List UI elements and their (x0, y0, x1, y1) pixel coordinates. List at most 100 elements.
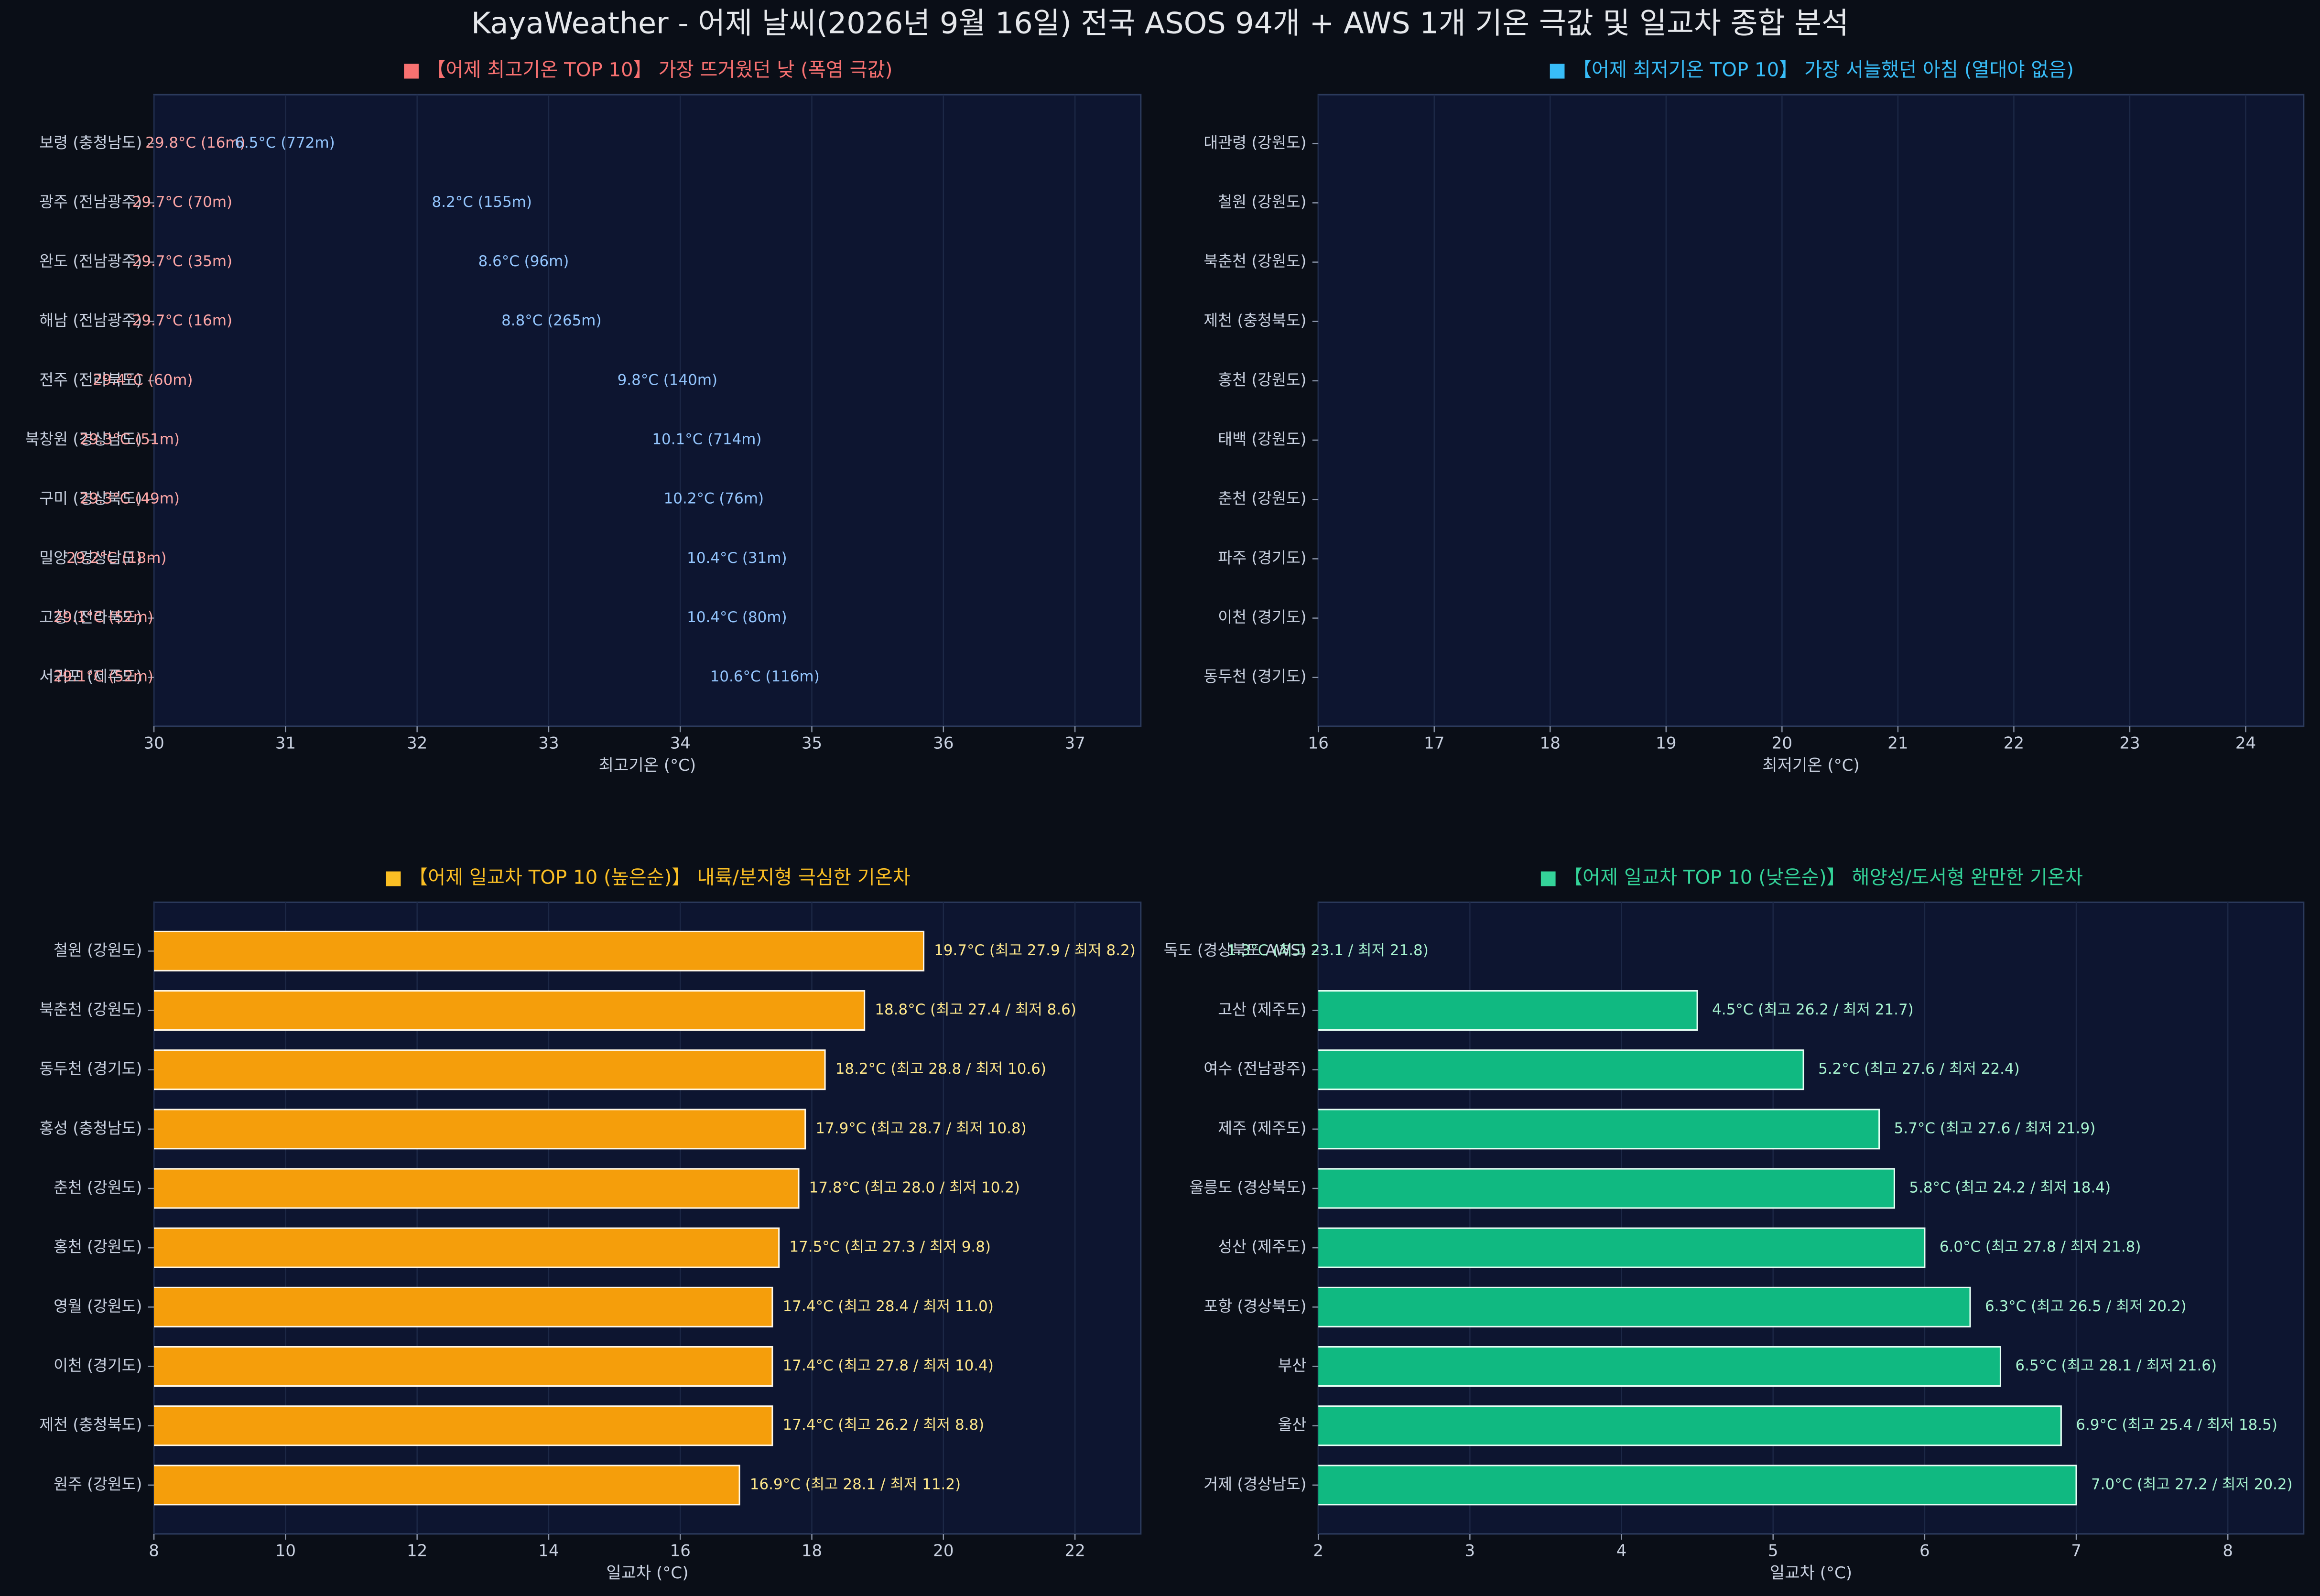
y-tick-label: 보령 (충청남도) (39, 133, 142, 151)
value-label: 6.0°C (최고 27.8 / 최저 21.8) (1940, 1239, 2141, 1256)
y-tick-label: 고산 (제주도) (1218, 1001, 1306, 1019)
x-tick-label: 6 (1919, 1542, 1930, 1561)
y-tick-label: 철원 (강원도) (1218, 193, 1306, 211)
value-label: 10.2°C (76m) (664, 490, 764, 507)
x-tick-label: 35 (802, 734, 822, 753)
value-label: 29.7°C (16m) (132, 312, 232, 329)
x-tick-label: 34 (670, 734, 691, 753)
y-tick-label: 북춘천 (강원도) (1203, 252, 1306, 270)
bar (1318, 1405, 2062, 1446)
value-label: 17.4°C (최고 27.8 / 최저 10.4) (783, 1357, 994, 1374)
value-label: 8.2°C (155m) (432, 194, 532, 211)
value-label: 8.8°C (265m) (501, 312, 601, 329)
x-axis-label: 최고기온 (°C) (599, 756, 696, 775)
x-tick-label: 8 (2222, 1542, 2233, 1561)
value-label: 10.4°C (31m) (687, 550, 787, 567)
y-tick-label: 동두천 (경기도) (1203, 668, 1306, 686)
bar (1318, 1109, 1880, 1150)
bar (154, 1346, 773, 1387)
x-tick-label: 18 (1540, 734, 1561, 753)
y-tick-label: 거제 (경상남도) (1203, 1475, 1306, 1493)
y-tick-label: 춘천 (강원도) (54, 1178, 142, 1197)
value-label: 7.0°C (최고 27.2 / 최저 20.2) (2091, 1476, 2293, 1493)
bar (1318, 990, 1698, 1031)
y-tick-label: 춘천 (강원도) (1218, 489, 1306, 507)
value-label: 18.8°C (최고 27.4 / 최저 8.6) (875, 1001, 1076, 1018)
x-tick-label: 36 (933, 734, 954, 753)
y-tick-label: 울릉도 (경상북도) (1189, 1178, 1306, 1197)
bars (154, 930, 925, 1506)
y-tick-label: 성산 (제주도) (1218, 1238, 1306, 1256)
x-tick-label: 19 (1656, 734, 1676, 753)
value-label: 6.5°C (772m) (235, 134, 335, 151)
subplot-title: ■ 【어제 최저기온 TOP 10】 가장 서늘했던 아침 (열대야 없음) (1548, 59, 2074, 81)
y-tick-label: 영월 (강원도) (54, 1297, 142, 1315)
value-label: 29.7°C (70m) (132, 194, 232, 211)
value-label: 29.3°C (49m) (80, 490, 180, 507)
value-label: 17.4°C (최고 28.4 / 최저 11.0) (783, 1298, 994, 1315)
value-label: 29.1°C (52m) (53, 609, 153, 626)
value-label: 10.4°C (80m) (687, 609, 787, 626)
y-tick-label: 전주 (전라북도) (39, 371, 142, 389)
bar (1318, 1346, 2002, 1387)
x-tick-label: 16 (1308, 734, 1329, 753)
subplot-title: ■ 【어제 최고기온 TOP 10】 가장 뜨거웠던 낮 (폭염 극값) (402, 59, 892, 81)
x-axis-label: 최저기온 (°C) (1762, 756, 1859, 775)
value-label: 6.5°C (최고 28.1 / 최저 21.6) (2015, 1357, 2217, 1374)
subplot-title: ■ 【어제 일교차 TOP 10 (높은순)】 내륙/분지형 극심한 기온차 (384, 867, 911, 889)
x-axis-label: 일교차 (°C) (606, 1564, 688, 1583)
bar (1318, 1168, 1895, 1209)
y-tick-label: 이천 (경기도) (54, 1357, 142, 1375)
value-label: 6.3°C (최고 26.5 / 최저 20.2) (1985, 1298, 2187, 1315)
value-label: 29.7°C (35m) (132, 253, 232, 270)
x-tick-label: 23 (2119, 734, 2140, 753)
y-tick-label: 철원 (강원도) (54, 941, 142, 959)
value-label: 6.9°C (최고 25.4 / 최저 18.5) (2076, 1416, 2277, 1434)
y-tick-label: 고창 (전라북도) (39, 608, 142, 626)
x-tick-label: 7 (2071, 1542, 2081, 1561)
x-tick-label: 4 (1616, 1542, 1627, 1561)
y-tick-label: 서귀포 (제주도) (39, 668, 142, 686)
bar (1318, 1227, 1926, 1268)
value-label: 16.9°C (최고 28.1 / 최저 11.2) (750, 1476, 961, 1493)
x-tick-label: 3 (1465, 1542, 1475, 1561)
y-tick-label: 여수 (전남광주) (1203, 1060, 1306, 1078)
y-tick-label: 제천 (충청북도) (1203, 312, 1306, 330)
x-axis-label: 일교차 (°C) (1770, 1564, 1852, 1583)
value-label: 8.6°C (96m) (478, 253, 569, 270)
bars (1318, 990, 2077, 1506)
value-label: 29.2°C (18m) (66, 550, 166, 567)
bar (154, 1227, 780, 1268)
y-tick-label: 제주 (제주도) (1218, 1119, 1306, 1137)
x-tick-label: 8 (149, 1542, 159, 1561)
y-tick-label: 북춘천 (강원도) (39, 1001, 142, 1019)
subplot-title: ■ 【어제 일교차 TOP 10 (낮은순)】 해양성/도서형 완만한 기온차 (1539, 867, 2083, 889)
x-tick-label: 37 (1064, 734, 1085, 753)
value-label: 5.2°C (최고 27.6 / 최저 22.4) (1818, 1060, 2020, 1078)
x-tick-label: 22 (2004, 734, 2024, 753)
x-tick-label: 20 (933, 1542, 954, 1561)
value-label: 18.2°C (최고 28.8 / 최저 10.6) (835, 1060, 1046, 1078)
value-label: 1.3°C (최고 23.1 / 최저 21.8) (1227, 942, 1429, 959)
value-label: 10.1°C (714m) (652, 431, 761, 448)
x-tick-label: 31 (275, 734, 296, 753)
y-tick-label: 대관령 (강원도) (1203, 133, 1306, 151)
x-tick-label: 17 (1424, 734, 1444, 753)
y-tick-label: 홍성 (충청남도) (39, 1119, 142, 1137)
plot-area (153, 94, 1142, 727)
x-tick-label: 33 (538, 734, 559, 753)
y-tick-label: 북창원 (경상남도) (25, 430, 142, 448)
y-tick-label: 광주 (전남광주) (39, 193, 142, 211)
x-tick-label: 10 (275, 1542, 296, 1561)
value-label: 4.5°C (최고 26.2 / 최저 21.7) (1712, 1001, 1914, 1018)
value-label: 29.4°C (60m) (93, 371, 193, 388)
bar (154, 1465, 740, 1506)
bar (154, 990, 866, 1031)
y-tick-label: 동두천 (경기도) (39, 1060, 142, 1078)
value-label: 5.8°C (최고 24.2 / 최저 18.4) (1909, 1179, 2111, 1197)
x-tick-label: 18 (802, 1542, 822, 1561)
y-tick-label: 완도 (전남광주) (39, 252, 142, 270)
y-tick-label: 홍천 (강원도) (54, 1238, 142, 1256)
x-tick-label: 20 (1772, 734, 1792, 753)
